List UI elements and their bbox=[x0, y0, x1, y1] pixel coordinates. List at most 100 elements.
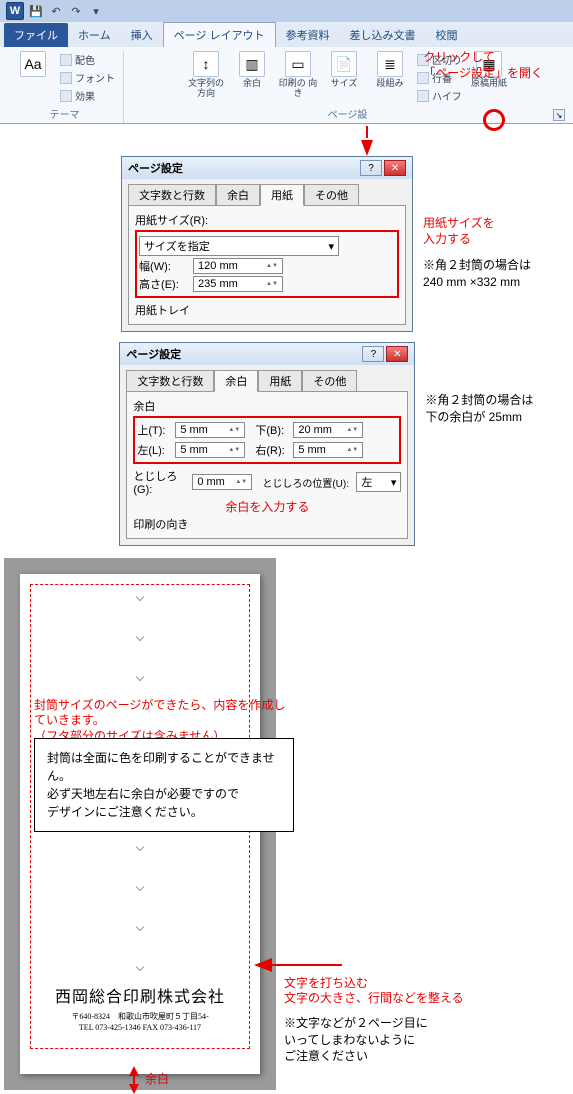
dlg-tab-paper[interactable]: 用紙 bbox=[260, 184, 304, 206]
help-button[interactable]: ? bbox=[360, 160, 382, 176]
tab-page-layout[interactable]: ページ レイアウト bbox=[163, 22, 276, 47]
width-value: 120 mm bbox=[198, 260, 238, 272]
anno-margin: 余白 bbox=[145, 1072, 169, 1088]
text-direction-icon: ↕ bbox=[193, 51, 219, 77]
tab-home[interactable]: ホーム bbox=[68, 23, 121, 47]
fonts-icon bbox=[60, 72, 72, 84]
company-name: 西岡総合印刷株式会社 bbox=[20, 983, 260, 1007]
page-setup-dialog-margins: ページ設定 ? ✕ 文字数と行数 余白 用紙 その他 余白 上(T):5 mm▲… bbox=[119, 342, 415, 546]
dialog-title: ページ設定 bbox=[126, 346, 181, 362]
spinner-icon[interactable]: ▲▼ bbox=[346, 427, 358, 433]
arrow-left-icon bbox=[254, 958, 342, 972]
left-value: 5 mm bbox=[180, 444, 208, 456]
effects-button[interactable]: 効果 bbox=[58, 87, 117, 104]
text-direction-button[interactable]: ↕文字列の 方向 bbox=[185, 51, 227, 99]
close-button[interactable]: ✕ bbox=[386, 346, 408, 362]
tab-mailings[interactable]: 差し込み文書 bbox=[340, 23, 426, 47]
group-page-setup-title: ページ設 bbox=[328, 106, 368, 121]
spinner-icon[interactable]: ▲▼ bbox=[228, 427, 240, 433]
dlg-tab-margins[interactable]: 余白 bbox=[216, 184, 260, 206]
orientation-label: 印刷の 向き bbox=[277, 79, 319, 99]
note-env-size: ※角２封筒の場合は 240 mm ×332 mm bbox=[423, 257, 569, 291]
colors-label: 配色 bbox=[75, 52, 95, 67]
theme-icon: Aa bbox=[20, 51, 46, 77]
bottom-value: 20 mm bbox=[298, 424, 332, 436]
word-logo-icon: W bbox=[6, 2, 24, 20]
arrow-down-icon bbox=[361, 140, 373, 156]
tab-review[interactable]: 校閲 bbox=[426, 23, 468, 47]
columns-button[interactable]: ≣ 段組み bbox=[369, 51, 411, 89]
close-button[interactable]: ✕ bbox=[384, 160, 406, 176]
group-theme-title: テーマ bbox=[50, 106, 80, 121]
gutter-pos-value: 左 bbox=[361, 474, 372, 490]
margins-button[interactable]: ▥余白 bbox=[231, 51, 273, 89]
help-button[interactable]: ? bbox=[362, 346, 384, 362]
spinner-icon[interactable]: ▲▼ bbox=[235, 479, 247, 485]
top-input[interactable]: 5 mm ▲▼ bbox=[175, 422, 245, 438]
fonts-button[interactable]: フォント bbox=[58, 69, 117, 86]
colors-button[interactable]: 配色 bbox=[58, 51, 117, 68]
company-tel: TEL 073-425-1346 FAX 073-436-117 bbox=[20, 1022, 260, 1033]
dlg-tab-chars[interactable]: 文字数と行数 bbox=[126, 370, 214, 392]
page-setup-launcher[interactable]: ↘ bbox=[553, 109, 565, 121]
spinner-icon[interactable]: ▲▼ bbox=[228, 447, 240, 453]
page-setup-dialog-paper: ページ設定 ? ✕ 文字数と行数 余白 用紙 その他 用紙サイズ(R): サイズ… bbox=[121, 156, 413, 332]
fonts-label: フォント bbox=[75, 70, 115, 85]
left-input[interactable]: 5 mm ▲▼ bbox=[175, 442, 245, 458]
gutter-input[interactable]: 0 mm ▲▼ bbox=[192, 474, 252, 490]
dlg-tab-paper[interactable]: 用紙 bbox=[258, 370, 302, 392]
paper-size-label: 用紙サイズ(R): bbox=[135, 215, 208, 227]
dlg-tab-other[interactable]: その他 bbox=[302, 370, 357, 392]
text-direction-label: 文字列の 方向 bbox=[185, 79, 227, 99]
qat-dropdown-icon[interactable]: ▾ bbox=[88, 3, 104, 19]
gutter-pos-select[interactable]: 左▾ bbox=[356, 472, 401, 492]
tab-references[interactable]: 参考資料 bbox=[276, 23, 340, 47]
group-theme: Aa 配色 フォント 効果 テーマ bbox=[6, 51, 124, 123]
gutter-pos-label: とじしろの位置(U): bbox=[262, 475, 352, 490]
top-label: 上(T): bbox=[137, 422, 171, 438]
theme-button[interactable]: Aa bbox=[12, 51, 54, 77]
height-input[interactable]: 235 mm ▲▼ bbox=[193, 276, 283, 292]
dlg-tab-other[interactable]: その他 bbox=[304, 184, 359, 206]
undo-icon[interactable]: ↶ bbox=[48, 3, 64, 19]
spinner-icon[interactable]: ▲▼ bbox=[266, 281, 278, 287]
launcher-highlight-circle bbox=[483, 109, 505, 131]
note-page2: ※文字などが２ページ目に いってしまわないように ご注意ください bbox=[284, 1015, 569, 1065]
dlg-tab-chars[interactable]: 文字数と行数 bbox=[128, 184, 216, 206]
right-input[interactable]: 5 mm▲▼ bbox=[293, 442, 363, 458]
paper-tray-label: 用紙トレイ bbox=[135, 302, 399, 318]
columns-icon: ≣ bbox=[377, 51, 403, 77]
top-value: 5 mm bbox=[180, 424, 208, 436]
orientation-icon: ▭ bbox=[285, 51, 311, 77]
bottom-label: 下(B): bbox=[255, 422, 289, 438]
tab-insert[interactable]: 挿入 bbox=[121, 23, 163, 47]
gutter-value: 0 mm bbox=[197, 476, 225, 488]
note-env-margin: ※角２封筒の場合は 下の余白が 25mm bbox=[425, 392, 569, 426]
save-icon[interactable]: 💾 bbox=[28, 3, 44, 19]
height-value: 235 mm bbox=[198, 278, 238, 290]
paper-size-select[interactable]: サイズを指定 ▾ bbox=[139, 236, 339, 256]
quick-access-toolbar: W 💾 ↶ ↷ ▾ bbox=[0, 0, 573, 22]
hyphen-button[interactable]: ハイフ bbox=[415, 87, 464, 104]
size-icon: 📄 bbox=[331, 51, 357, 77]
size-button[interactable]: 📄 サイズ bbox=[323, 51, 365, 89]
dlg-tab-margins[interactable]: 余白 bbox=[214, 370, 258, 392]
orientation-button[interactable]: ▭印刷の 向き bbox=[277, 51, 319, 99]
columns-label: 段組み bbox=[376, 79, 403, 89]
spinner-icon[interactable]: ▲▼ bbox=[346, 447, 358, 453]
margins-icon: ▥ bbox=[239, 51, 265, 77]
size-label: サイズ bbox=[331, 79, 358, 89]
ribbon-tabs: ファイル ホーム 挿入 ページ レイアウト 参考資料 差し込み文書 校閲 bbox=[0, 22, 573, 47]
spinner-icon[interactable]: ▲▼ bbox=[266, 263, 278, 269]
width-input[interactable]: 120 mm ▲▼ bbox=[193, 258, 283, 274]
margin-arrow-icon bbox=[129, 1066, 139, 1094]
tab-file[interactable]: ファイル bbox=[4, 23, 68, 47]
redo-icon[interactable]: ↷ bbox=[68, 3, 84, 19]
height-label: 高さ(E): bbox=[139, 276, 189, 292]
paper-size-value: サイズを指定 bbox=[144, 238, 210, 254]
dropdown-icon: ▾ bbox=[329, 240, 335, 253]
bottom-input[interactable]: 20 mm ▲▼ bbox=[293, 422, 363, 438]
colors-icon bbox=[60, 54, 72, 66]
gutter-label: とじしろ(G): bbox=[133, 468, 188, 496]
dropdown-icon: ▾ bbox=[391, 476, 397, 489]
